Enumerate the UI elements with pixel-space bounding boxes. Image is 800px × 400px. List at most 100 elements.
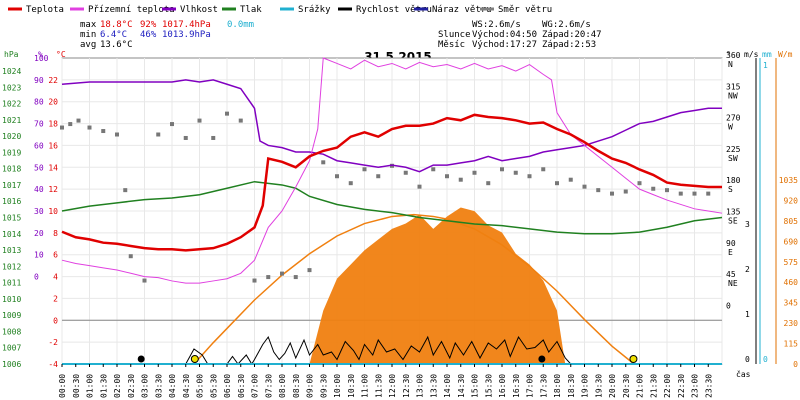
info-slunce: Slunce bbox=[438, 30, 471, 40]
tick-pct: 40 bbox=[34, 185, 44, 194]
wind-direction-point bbox=[335, 174, 339, 179]
tick-deg: 0 bbox=[726, 301, 731, 310]
tick-hpa: 1018 bbox=[2, 165, 21, 174]
moonrise-marker bbox=[538, 355, 546, 363]
stats-block: max 18.8°C 92% 1017.4hPa 0.0mm min 6.4°C… bbox=[80, 20, 254, 50]
info-wg: WG:2.6m/s bbox=[542, 20, 591, 30]
tick-wm: 230 bbox=[784, 319, 799, 328]
tick-hpa: 1013 bbox=[2, 246, 21, 255]
info-sun-set: Západ:20:47 bbox=[542, 30, 602, 40]
time-tick-label: 21:00 bbox=[636, 374, 645, 398]
wind-direction-point bbox=[706, 191, 711, 196]
tick-pct: 80 bbox=[34, 98, 44, 107]
time-tick-label: 17:00 bbox=[526, 374, 535, 398]
tick-c: -4 bbox=[48, 360, 58, 369]
tick-mm: 0 bbox=[763, 355, 768, 364]
tick-wm: 345 bbox=[784, 299, 799, 308]
stat-max-hum: 92% bbox=[140, 20, 157, 30]
tick-ms: 1 bbox=[745, 310, 750, 319]
tick-pct: 100 bbox=[34, 54, 49, 63]
tick-deg: 270 bbox=[726, 114, 741, 123]
wind-direction-point bbox=[555, 181, 559, 186]
axis-wm-label: W/m bbox=[778, 50, 793, 59]
time-tick-label: 06:30 bbox=[237, 374, 246, 398]
wind-direction-point bbox=[403, 170, 408, 175]
wind-direction-point bbox=[197, 118, 202, 123]
tick-ms: 3 bbox=[745, 220, 750, 229]
wind-direction-point bbox=[266, 275, 271, 280]
tick-dir: NW bbox=[728, 91, 738, 100]
tick-c: 2 bbox=[53, 294, 58, 303]
wind-direction-point bbox=[417, 184, 422, 189]
tick-c: 12 bbox=[48, 185, 58, 194]
tick-hpa: 1021 bbox=[2, 116, 21, 125]
tick-wm: 920 bbox=[784, 196, 799, 205]
legend-label-4: Srážky bbox=[298, 5, 331, 15]
tick-dir: SE bbox=[728, 216, 738, 225]
wind-direction-point bbox=[582, 184, 587, 189]
time-tick-label: 23:30 bbox=[704, 374, 713, 398]
wind-direction-point bbox=[527, 174, 532, 179]
axis-ms-label: m/s bbox=[744, 50, 759, 59]
wind-direction-point bbox=[500, 167, 504, 172]
tick-ms: 0 bbox=[745, 355, 750, 364]
info-ws: WS:2.6m/s bbox=[472, 20, 521, 30]
time-tick-label: 01:30 bbox=[99, 374, 108, 398]
tick-hpa: 1011 bbox=[2, 279, 21, 288]
wind-direction-point bbox=[156, 132, 161, 137]
wind-direction-point bbox=[348, 181, 353, 186]
tick-hpa: 1020 bbox=[2, 132, 21, 141]
time-tick-label: 05:00 bbox=[196, 374, 205, 398]
sunset-marker bbox=[629, 355, 638, 363]
wind-direction-point bbox=[678, 191, 683, 196]
axis-hpa-label: hPa bbox=[4, 50, 19, 59]
wind-direction-point bbox=[128, 254, 133, 259]
time-tick-label: 14:30 bbox=[457, 374, 466, 398]
wind-direction-point bbox=[623, 189, 628, 194]
time-tick-label: 15:30 bbox=[484, 374, 493, 398]
tick-dir: W bbox=[728, 123, 733, 132]
tick-hpa: 1010 bbox=[2, 295, 21, 304]
tick-deg: 135 bbox=[726, 207, 741, 216]
wind-direction-point bbox=[665, 188, 669, 193]
tick-deg: 360 bbox=[726, 51, 741, 60]
legend-label-5: Rychlost větru bbox=[356, 5, 432, 15]
wind-direction-point bbox=[238, 118, 243, 123]
time-tick-label: 20:30 bbox=[622, 374, 631, 398]
tick-c: 4 bbox=[53, 273, 58, 282]
wind-direction-point bbox=[568, 177, 573, 182]
series-temperature bbox=[61, 113, 722, 252]
tick-dir: E bbox=[728, 248, 733, 257]
time-tick-label: 19:30 bbox=[594, 374, 603, 398]
tick-hpa: 1016 bbox=[2, 197, 21, 206]
tick-dir: SW bbox=[728, 154, 738, 163]
stat-max-rain: 0.0mm bbox=[227, 20, 254, 30]
time-tick-label: 16:30 bbox=[512, 374, 521, 398]
time-tick-label: 14:00 bbox=[443, 374, 452, 398]
time-tick-label: 02:00 bbox=[113, 374, 122, 398]
series-pressure bbox=[61, 180, 723, 235]
wind-direction-point bbox=[431, 167, 436, 172]
wind-direction-point bbox=[610, 191, 614, 196]
time-tick-label: 12:30 bbox=[402, 374, 411, 398]
wind-direction-point bbox=[362, 167, 367, 172]
time-tick-label: 03:30 bbox=[154, 374, 163, 398]
stat-min-temp: 6.4°C bbox=[100, 30, 127, 40]
tick-hpa: 1015 bbox=[2, 214, 21, 223]
axis-cas-label: čas bbox=[736, 369, 751, 379]
wind-direction-point bbox=[307, 268, 312, 273]
tick-pct: 90 bbox=[34, 76, 44, 85]
wind-direction-point bbox=[596, 188, 601, 193]
wind-direction-point bbox=[692, 191, 697, 196]
tick-mm: 1 bbox=[763, 61, 768, 70]
time-tick-label: 00:00 bbox=[58, 374, 67, 398]
tick-pct: 20 bbox=[34, 229, 44, 238]
time-tick-label: 18:00 bbox=[553, 374, 562, 398]
tick-hpa: 1014 bbox=[2, 230, 21, 239]
legend-label-3: Tlak bbox=[240, 5, 262, 15]
tick-wm: 690 bbox=[784, 237, 799, 246]
wind-direction-point bbox=[458, 177, 463, 182]
series-humidity bbox=[61, 79, 722, 173]
legend-label-0: Teplota bbox=[26, 5, 64, 15]
stat-min-hum: 46% bbox=[140, 30, 157, 40]
